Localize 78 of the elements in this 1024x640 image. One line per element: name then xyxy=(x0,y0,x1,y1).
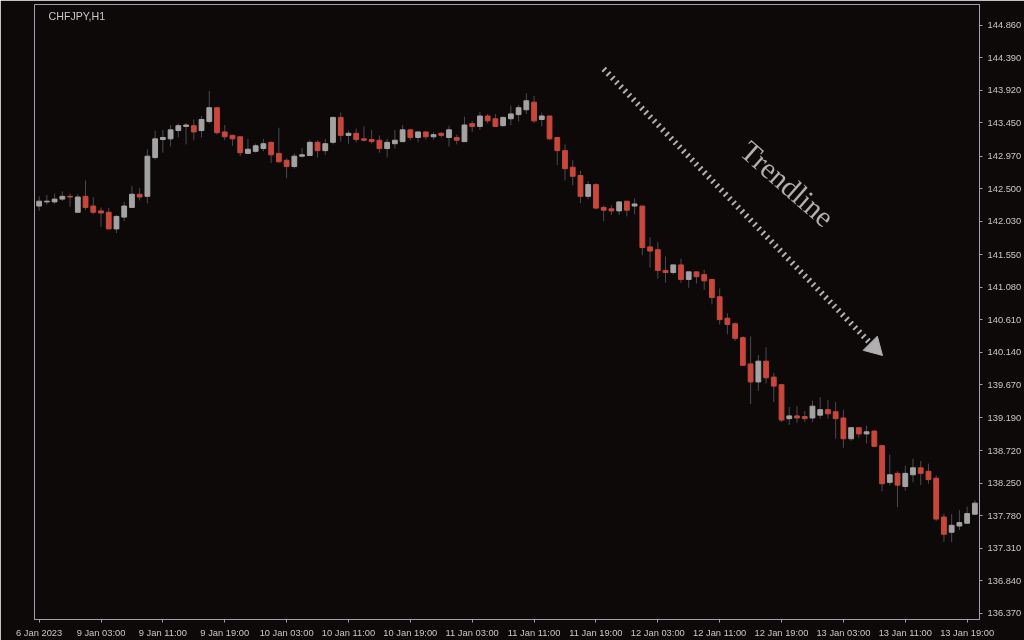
x-tick-label: 11 Jan 03:00 xyxy=(445,627,499,638)
x-tick-label: 10 Jan 03:00 xyxy=(259,627,314,638)
candlestick xyxy=(886,454,893,486)
x-tick-label: 12 Jan 11:00 xyxy=(693,627,747,638)
x-tick-label: 9 Jan 11:00 xyxy=(138,627,187,638)
x-tick-label: 12 Jan 03:00 xyxy=(630,627,685,638)
candlestick xyxy=(391,129,398,150)
candlestick xyxy=(67,193,73,208)
y-tick-label: 142.500 xyxy=(987,183,1022,194)
x-tick-label: 10 Jan 19:00 xyxy=(383,627,438,638)
y-tick-label: 137.780 xyxy=(987,510,1022,521)
candlestick xyxy=(794,405,800,424)
candlestick xyxy=(283,157,290,179)
y-tick-label: 139.190 xyxy=(987,412,1022,423)
candlestick xyxy=(531,95,537,124)
candlestick xyxy=(477,111,483,131)
candlestick xyxy=(709,278,715,305)
y-tick-label: 140.610 xyxy=(987,314,1022,325)
y-tick-label: 142.970 xyxy=(987,151,1022,162)
candlestick xyxy=(74,193,81,214)
y-tick-label: 138.720 xyxy=(987,445,1022,456)
candlestick xyxy=(361,125,367,143)
candlestick xyxy=(647,236,653,269)
candlestick xyxy=(299,147,305,159)
candlestick xyxy=(43,194,50,206)
candlestick xyxy=(183,122,189,145)
candlestick xyxy=(910,458,916,483)
candlestick xyxy=(152,130,159,161)
x-tick-label: 9 Jan 03:00 xyxy=(76,627,126,638)
y-tick-label: 137.310 xyxy=(987,543,1022,554)
candlestick xyxy=(825,399,831,420)
x-tick-label: 6 Jan 2023 xyxy=(16,627,63,638)
candlestick xyxy=(902,465,909,492)
y-tick-label: 138.250 xyxy=(987,478,1022,489)
candlestick xyxy=(593,182,599,210)
y-tick-label: 136.840 xyxy=(987,575,1022,586)
y-tick-label: 144.860 xyxy=(987,20,1022,31)
candlestick xyxy=(245,138,251,154)
candlestick xyxy=(98,206,104,228)
candlestick xyxy=(337,112,344,143)
x-tick-label: 12 Jan 19:00 xyxy=(754,627,809,638)
y-tick-label: 143.920 xyxy=(987,85,1022,96)
y-tick-label: 141.550 xyxy=(987,249,1022,260)
candlestick xyxy=(755,354,762,392)
candlestick xyxy=(159,129,166,154)
x-tick-label: 11 Jan 19:00 xyxy=(569,627,623,638)
candlestick xyxy=(507,105,514,126)
candlestick xyxy=(562,143,568,181)
x-tick-label: 13 Jan 03:00 xyxy=(816,627,871,638)
x-tick-label: 10 Jan 11:00 xyxy=(321,627,376,638)
x-tick-label: 11 Jan 11:00 xyxy=(507,627,561,638)
candlestick xyxy=(786,406,793,426)
y-tick-label: 144.390 xyxy=(987,52,1022,63)
candlestick xyxy=(585,180,592,200)
y-tick-label: 139.670 xyxy=(987,379,1022,390)
candlestick xyxy=(941,513,947,543)
candlestick xyxy=(763,346,769,384)
candlestick xyxy=(275,127,282,164)
candlestick xyxy=(732,321,739,342)
candlestick xyxy=(461,116,468,143)
y-tick-label: 136.370 xyxy=(987,608,1022,619)
y-tick-label: 142.030 xyxy=(987,216,1022,227)
candlestick xyxy=(863,425,870,445)
y-tick-label: 140.140 xyxy=(987,347,1022,358)
candlestick xyxy=(678,258,684,284)
x-tick-label: 13 Jan 11:00 xyxy=(878,627,932,638)
candlestick xyxy=(894,470,901,508)
candlestick xyxy=(105,207,112,230)
candlestick xyxy=(190,118,197,141)
y-tick-label: 143.450 xyxy=(987,117,1022,128)
x-tick-label: 9 Jan 19:00 xyxy=(200,627,250,638)
text: CHFJPY,H1 xyxy=(48,9,106,22)
x-tick-label: 13 Jan 19:00 xyxy=(940,627,995,638)
y-tick-label: 141.080 xyxy=(987,282,1022,293)
candlestick xyxy=(36,195,43,212)
candlestick xyxy=(384,138,391,159)
candlestick xyxy=(446,125,452,147)
candlestick xyxy=(747,335,754,405)
